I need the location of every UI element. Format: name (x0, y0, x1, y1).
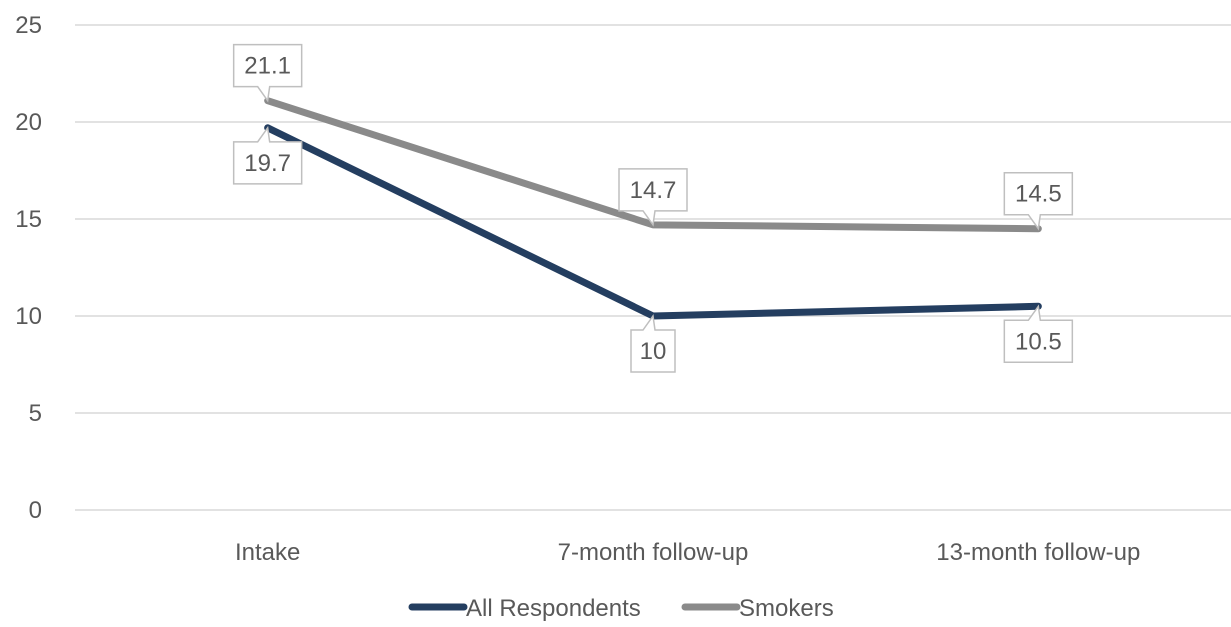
data-label-text: 10.5 (1015, 328, 1062, 355)
legend: All Respondents Smokers (408, 595, 834, 622)
data-label: 10 (630, 314, 676, 373)
data-labels: 19.7 10 10.5 21.1 14.7 14.5 (232, 43, 1074, 373)
data-label-box (630, 314, 676, 373)
data-label-text: 19.7 (244, 150, 291, 177)
y-tick-label: 5 (29, 400, 42, 427)
y-tick-label: 10 (15, 303, 42, 330)
data-label: 14.5 (1003, 171, 1074, 231)
legend-label: Smokers (739, 595, 834, 622)
y-tick-label: 25 (15, 12, 42, 39)
x-category-label: Intake (235, 539, 300, 566)
data-label: 21.1 (232, 43, 303, 103)
x-axis-categories: Intake 7-month follow-up 13-month follow-u… (235, 539, 1140, 566)
data-label: 14.7 (618, 168, 688, 227)
x-category-label: 7-month follow-up (558, 539, 749, 566)
legend-item: Smokers (681, 595, 834, 622)
y-tick-label: 0 (29, 497, 42, 524)
data-label-text: 14.7 (630, 177, 677, 204)
legend-label: All Respondents (466, 595, 641, 622)
data-label-box (232, 125, 303, 185)
data-label-text: 10 (640, 338, 667, 365)
y-tick-label: 15 (15, 206, 42, 233)
data-label-box (1003, 304, 1074, 364)
y-axis-ticks: 0 5 10 15 20 25 (15, 12, 42, 524)
legend-item: All Respondents (408, 595, 641, 622)
data-label-box (232, 43, 303, 103)
data-label: 10.5 (1003, 304, 1074, 364)
gridlines (75, 24, 1231, 511)
data-label-text: 14.5 (1015, 181, 1062, 208)
x-category-label: 13-month follow-up (936, 539, 1140, 566)
y-tick-label: 20 (15, 109, 42, 136)
data-label: 19.7 (232, 125, 303, 185)
data-label-box (1003, 171, 1074, 231)
data-label-text: 21.1 (244, 53, 291, 80)
data-label-box (618, 168, 688, 227)
